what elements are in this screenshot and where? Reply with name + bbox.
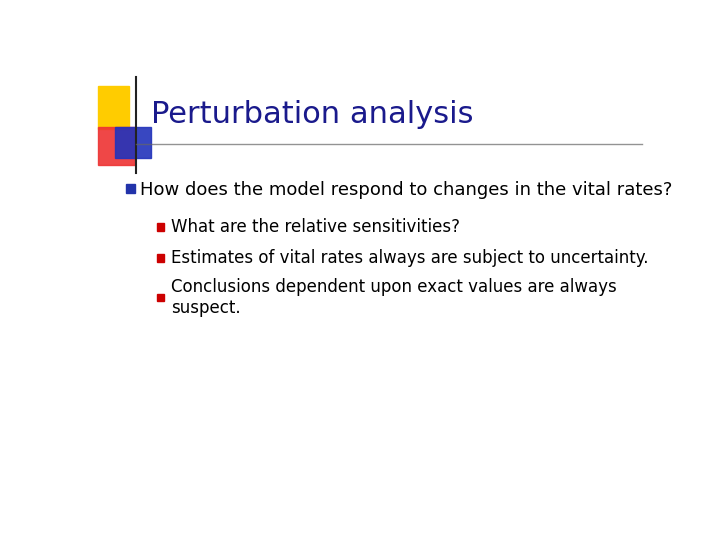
Bar <box>157 294 163 301</box>
Bar <box>157 223 163 231</box>
Text: Estimates of vital rates always are subject to uncertainty.: Estimates of vital rates always are subj… <box>171 249 649 267</box>
Bar <box>126 184 135 193</box>
Text: What are the relative sensitivities?: What are the relative sensitivities? <box>171 218 460 236</box>
Text: How does the model respond to changes in the vital rates?: How does the model respond to changes in… <box>140 180 672 199</box>
Text: Perturbation analysis: Perturbation analysis <box>151 100 474 129</box>
Bar <box>99 85 129 129</box>
Text: Conclusions dependent upon exact values are always
suspect.: Conclusions dependent upon exact values … <box>171 278 616 317</box>
Bar <box>157 254 163 262</box>
Bar <box>99 127 135 165</box>
Bar <box>115 127 151 158</box>
